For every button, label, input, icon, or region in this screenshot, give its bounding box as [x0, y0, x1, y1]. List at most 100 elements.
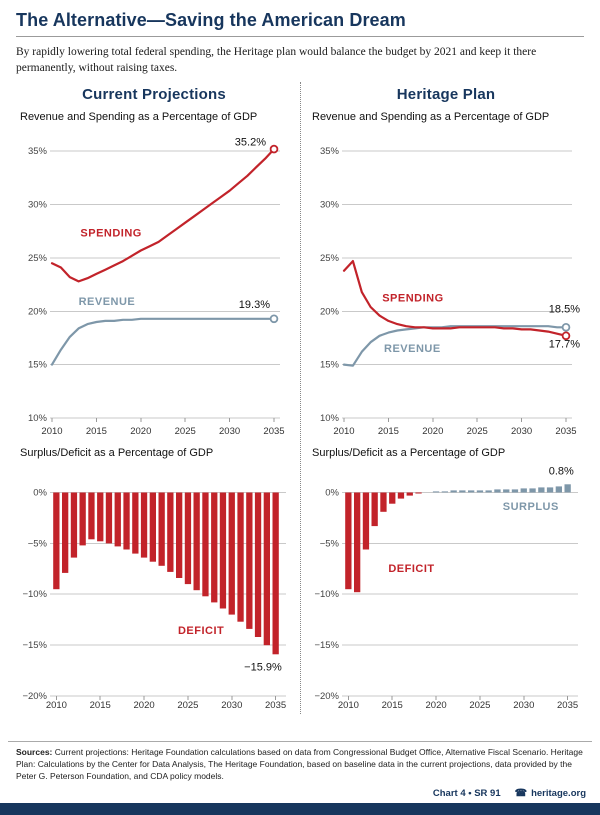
chart-annotation: REVENUE — [384, 343, 441, 355]
spending-line — [50, 148, 276, 283]
deficit-bar — [354, 492, 361, 593]
x-axis-label: 2015 — [86, 426, 107, 437]
x-axis-label: 2030 — [513, 700, 534, 711]
surplus-bar — [511, 489, 519, 493]
x-axis-label: 2010 — [41, 426, 62, 437]
deficit-bar — [176, 492, 183, 579]
column-divider — [300, 82, 301, 715]
surplus-bar — [459, 490, 466, 493]
deficit-bar — [415, 492, 422, 494]
column-title-current: Current Projections — [82, 86, 226, 104]
deficit-bar — [380, 492, 387, 512]
x-axis-label: 2030 — [221, 700, 242, 711]
x-axis-label: 2010 — [338, 700, 359, 711]
surplus-bar — [485, 490, 492, 493]
chart-annotation: DEFICIT — [178, 625, 224, 637]
x-axis-label: 2010 — [46, 700, 67, 711]
current-projections-line-chart: 35% 30% 25% 20% 15% 10% 2010 2015 2020 2025 2030 20… — [28, 136, 285, 437]
y-axis-label: −15% — [314, 640, 339, 651]
heritage-bars-title: Surplus/Deficit as a Percentage of GDP — [312, 447, 506, 460]
chart-annotation: 17.7% — [549, 339, 580, 351]
surplus-bar — [564, 484, 571, 493]
y-axis-label: 0% — [325, 488, 339, 499]
surplus-bar — [468, 490, 475, 493]
x-axis-label: 2035 — [265, 700, 286, 711]
heritage-site-link[interactable]: heritage.org — [531, 788, 586, 799]
y-axis-label: −20% — [22, 691, 47, 702]
deficit-bar — [158, 492, 165, 566]
deficit-bar — [362, 492, 370, 550]
x-axis-label: 2035 — [263, 426, 284, 437]
surplus-bar — [520, 488, 527, 493]
x-axis-label: 2030 — [511, 426, 532, 437]
spending-end-marker — [269, 144, 279, 154]
surplus-bar — [432, 491, 440, 493]
chart-annotation: REVENUE — [79, 296, 136, 308]
heritage-plan-line-chart: 35% 30% 25% 20% 15% 10% 2010 2015 2020 2025 2030 20… — [320, 146, 580, 437]
deficit-bar — [70, 492, 78, 558]
deficit-bar — [88, 492, 95, 540]
chart-annotation: 18.5% — [549, 304, 580, 316]
y-axis-label: −15% — [22, 640, 47, 651]
current-lines-title: Revenue and Spending as a Percentage of … — [20, 111, 258, 124]
deficit-bar — [149, 492, 156, 562]
y-axis-label: −5% — [320, 538, 340, 549]
y-axis-label: 10% — [28, 413, 48, 424]
x-axis-label: 2020 — [426, 700, 447, 711]
y-axis-label: −5% — [28, 538, 48, 549]
chart-annotation: 35.2% — [235, 136, 266, 148]
y-axis-label: 15% — [28, 360, 48, 371]
chart-annotation: −15.9% — [244, 662, 282, 674]
deficit-bar — [263, 492, 270, 646]
ref-line: Chart 4 • SR 91 ☎ heritage.org — [0, 786, 600, 803]
deficit-bar — [406, 492, 413, 496]
surplus-bar — [450, 490, 457, 493]
chart-annotation: DEFICIT — [388, 563, 434, 575]
deficit-bar — [397, 492, 405, 499]
deficit-bar — [167, 492, 174, 573]
deficit-bar — [219, 492, 227, 609]
deficit-bar — [272, 492, 279, 655]
x-axis-label: 2015 — [378, 426, 399, 437]
surplus-bar — [546, 487, 554, 493]
deficit-bar — [246, 492, 253, 630]
revenue-line — [342, 325, 568, 367]
x-axis-label: 2035 — [555, 426, 576, 437]
deficit-bar — [389, 492, 396, 504]
deficit-bar — [211, 492, 218, 603]
deficit-bar — [53, 492, 60, 590]
deficit-bar — [202, 492, 209, 597]
x-axis-label: 2020 — [422, 426, 443, 437]
deficit-bar — [371, 492, 378, 527]
page-subtitle: By rapidly lowering total federal spendi… — [16, 46, 537, 75]
surplus-bar — [529, 488, 536, 493]
deficit-bar — [123, 492, 130, 550]
x-axis-label: 2035 — [557, 700, 578, 711]
revenue-end-marker — [269, 314, 279, 324]
heritage-lines-title: Revenue and Spending as a Percentage of … — [312, 111, 550, 124]
x-axis-label: 2015 — [382, 700, 403, 711]
chart-annotation: SURPLUS — [503, 501, 559, 513]
current-lines-block: Revenue and Spending as a Percentage of … — [18, 111, 290, 442]
page-title: The Alternative—Saving the American Drea… — [16, 10, 584, 37]
y-axis-label: 30% — [28, 200, 48, 211]
x-axis-label: 2025 — [467, 426, 488, 437]
y-axis-label: −20% — [314, 691, 339, 702]
spending-line — [342, 260, 568, 338]
bottom-bar — [0, 803, 600, 815]
y-axis-label: 20% — [28, 306, 48, 317]
deficit-bar — [254, 492, 262, 638]
sources-note: Sources: Current projections: Heritage F… — [8, 741, 592, 786]
deficit-bar — [228, 492, 235, 615]
surplus-bar — [494, 489, 501, 493]
current-projections-column: Current Projections Revenue and Spending… — [8, 78, 300, 716]
deficit-bar — [105, 492, 113, 544]
phone-icon: ☎ — [514, 788, 528, 799]
surplus-bar — [555, 486, 562, 493]
surplus-bar — [441, 491, 448, 493]
y-axis-label: 30% — [320, 200, 340, 211]
deficit-bar — [97, 492, 104, 542]
deficit-bar — [114, 492, 121, 547]
chart-annotation: SPENDING — [80, 228, 141, 240]
